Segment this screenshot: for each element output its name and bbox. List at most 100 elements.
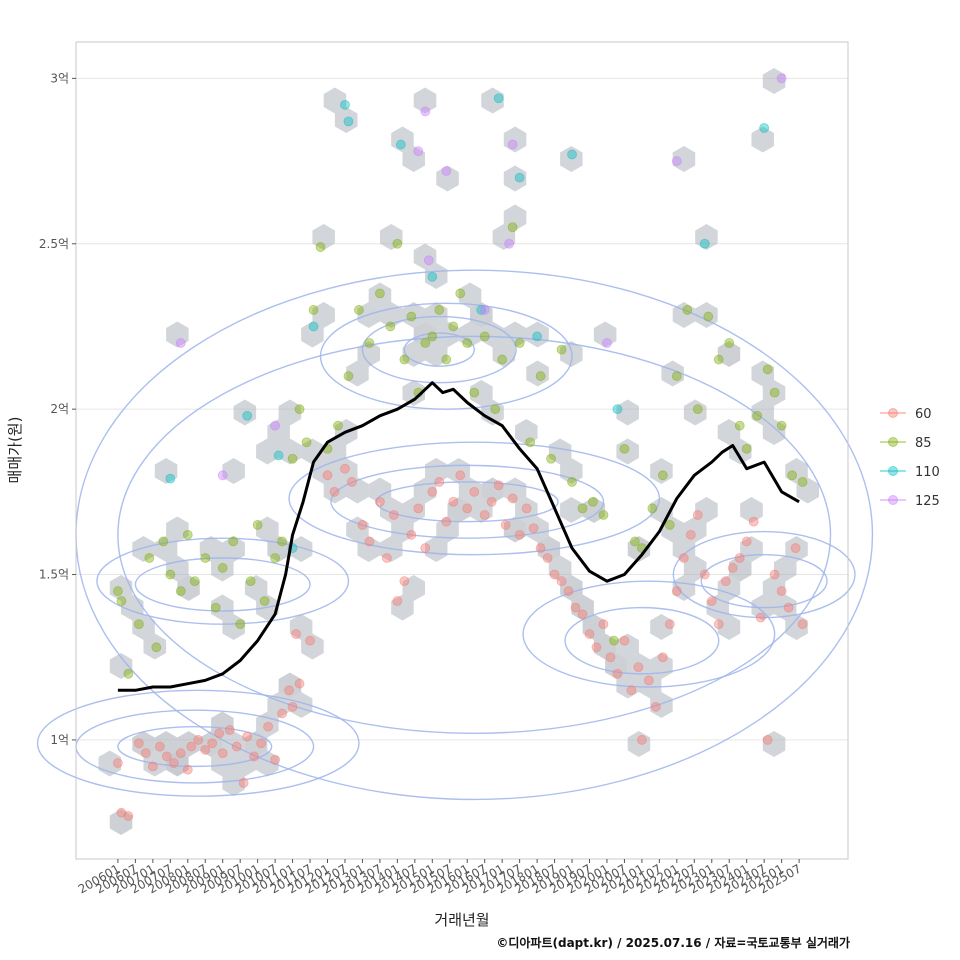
point-60 xyxy=(231,741,242,752)
point-60 xyxy=(448,496,459,507)
point-110 xyxy=(340,99,350,110)
hexbin-cell xyxy=(796,477,819,504)
point-110 xyxy=(395,139,406,150)
hexbin-cell xyxy=(391,594,414,621)
x-axis: 2006012006072007012007072008012008072009… xyxy=(76,859,804,897)
hexbin-cell xyxy=(661,516,684,543)
point-60 xyxy=(535,543,546,553)
hexbin-cell xyxy=(323,477,347,504)
point-110 xyxy=(514,172,525,183)
hexbin-cell xyxy=(436,321,459,348)
point-60 xyxy=(357,520,368,530)
point-85 xyxy=(713,354,724,365)
point-60 xyxy=(133,738,144,749)
point-85 xyxy=(427,331,438,342)
point-60 xyxy=(598,619,609,630)
point-60 xyxy=(186,741,197,752)
point-60 xyxy=(270,754,281,765)
point-60 xyxy=(486,496,497,507)
hexbin-cell xyxy=(447,497,470,523)
hexbin-cell xyxy=(458,321,482,348)
hexbin-cell xyxy=(346,516,369,543)
hexbin-cell xyxy=(751,126,774,153)
y-axis-title: 매매가(원) xyxy=(6,417,24,484)
point-110 xyxy=(567,149,577,160)
hexbin-cell xyxy=(154,731,178,757)
hexbin-cell xyxy=(627,536,651,562)
point-85 xyxy=(151,642,162,653)
hexbin-cell xyxy=(515,497,538,523)
hexbin-cell xyxy=(143,633,167,660)
point-85 xyxy=(116,596,127,606)
point-60 xyxy=(287,701,298,712)
point-85 xyxy=(657,470,668,481)
point-85 xyxy=(752,410,763,421)
y-tick-label: 1.5억 xyxy=(39,568,69,582)
point-85 xyxy=(228,536,239,547)
point-60 xyxy=(217,748,228,759)
hexbin-cell xyxy=(515,419,538,445)
point-125 xyxy=(420,106,431,117)
point-85 xyxy=(343,371,354,381)
hexbin-cell xyxy=(346,360,369,387)
point-110 xyxy=(476,305,487,315)
hexbin-cell xyxy=(470,302,493,328)
point-60 xyxy=(500,520,511,530)
point-60 xyxy=(441,516,452,527)
point-85 xyxy=(664,520,675,530)
point-60 xyxy=(650,701,661,712)
point-60 xyxy=(556,576,567,587)
point-60 xyxy=(776,586,787,596)
hexbin-cell xyxy=(695,224,718,250)
legend-key-dot xyxy=(888,495,898,505)
hexbin-cell xyxy=(470,380,493,406)
hexbin-cell xyxy=(368,477,392,504)
point-85 xyxy=(769,387,780,398)
hexbin-cell xyxy=(762,419,786,445)
density-contour xyxy=(117,725,273,768)
point-60 xyxy=(381,553,392,563)
point-85 xyxy=(619,443,630,454)
point-85 xyxy=(797,477,808,487)
point-60 xyxy=(790,543,801,553)
point-60 xyxy=(123,811,134,821)
point-85 xyxy=(113,586,123,596)
hexbin-cell xyxy=(695,497,718,523)
point-85 xyxy=(462,338,473,348)
point-60 xyxy=(375,496,385,507)
point-110 xyxy=(532,331,543,342)
point-60 xyxy=(591,642,602,653)
point-85 xyxy=(535,371,546,381)
point-125 xyxy=(217,470,228,481)
point-85 xyxy=(671,371,682,381)
hexbin-cell xyxy=(301,633,324,660)
hexbin-cell xyxy=(672,302,696,328)
density-contour xyxy=(96,537,350,625)
density-contour xyxy=(117,335,832,735)
point-60 xyxy=(413,503,424,514)
hexbin-cell xyxy=(211,594,234,621)
hexbin-cell xyxy=(154,458,178,484)
point-60 xyxy=(741,536,752,547)
point-125 xyxy=(671,156,682,166)
point-60 xyxy=(462,503,473,514)
point-60 xyxy=(584,629,595,639)
point-60 xyxy=(263,721,274,732)
point-60 xyxy=(207,738,218,749)
hexbin-cell xyxy=(470,497,493,523)
hexbin-cell xyxy=(211,711,234,738)
point-85 xyxy=(354,305,364,315)
hexbin-cell xyxy=(380,224,403,250)
point-125 xyxy=(270,420,281,431)
point-60 xyxy=(200,744,211,755)
point-85 xyxy=(333,420,343,431)
point-60 xyxy=(563,586,574,596)
point-60 xyxy=(175,748,186,759)
point-85 xyxy=(703,311,714,322)
point-85 xyxy=(734,420,745,431)
point-60 xyxy=(542,553,553,563)
point-85 xyxy=(259,596,270,606)
hexbin-cell xyxy=(425,302,448,328)
hexbin-cell xyxy=(222,536,245,562)
point-125 xyxy=(479,305,490,315)
